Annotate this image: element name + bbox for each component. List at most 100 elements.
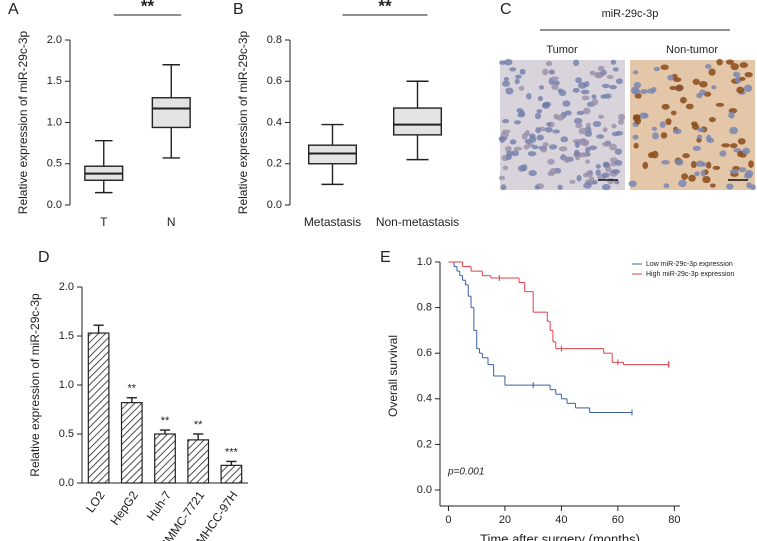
nucleus — [730, 63, 739, 71]
y-tick-label: 1.5 — [47, 75, 62, 87]
nucleus — [709, 183, 716, 188]
y-tick-label: 0.4 — [417, 393, 432, 405]
y-tick-label: 0.5 — [59, 428, 74, 440]
nucleus — [611, 123, 617, 129]
x-axis-label: Time after surgery (months) — [480, 531, 640, 541]
y-tick-label: 0.6 — [267, 75, 282, 87]
nucleus — [611, 131, 620, 137]
nucleus — [516, 108, 524, 113]
nucleus — [536, 109, 543, 114]
nucleus — [661, 103, 670, 110]
nucleus — [505, 145, 512, 153]
nucleus — [680, 96, 687, 104]
nucleus — [540, 147, 547, 153]
bar — [154, 433, 176, 484]
nucleus — [580, 89, 590, 95]
y-tick-label: 2.0 — [59, 281, 74, 293]
nucleus — [708, 116, 716, 123]
nucleus — [661, 160, 670, 165]
nucleus — [660, 132, 668, 139]
nucleus — [614, 180, 620, 185]
nucleus — [726, 183, 734, 190]
y-tick-label: 0.0 — [59, 477, 74, 489]
x-tick-label: 20 — [499, 514, 511, 526]
nucleus — [729, 169, 739, 175]
nucleus — [511, 150, 519, 157]
nucleus — [650, 86, 657, 93]
panel-label: A — [8, 1, 19, 18]
nucleus — [581, 95, 590, 101]
nucleus — [598, 114, 604, 119]
x-tick-label: 60 — [612, 514, 624, 526]
nucleus — [692, 78, 700, 85]
nucleus — [633, 87, 641, 95]
nucleus — [562, 100, 571, 107]
nucleus — [509, 67, 517, 72]
nucleus — [541, 102, 548, 109]
nucleus — [704, 64, 712, 69]
nucleus — [501, 129, 511, 134]
nucleus — [732, 71, 741, 78]
nucleus — [633, 81, 642, 89]
nucleus — [721, 143, 731, 148]
significance: ** — [194, 419, 203, 431]
y-tick-label: 1.0 — [47, 116, 62, 128]
nucleus — [719, 150, 727, 157]
nucleus — [572, 59, 580, 66]
nucleus — [572, 87, 580, 93]
nucleus — [513, 146, 523, 151]
nucleus — [531, 145, 539, 150]
nucleus — [591, 94, 597, 100]
nucleus — [563, 156, 570, 164]
y-tick-label: 0.5 — [47, 158, 62, 170]
x-tick-label: HepG2 — [108, 488, 141, 527]
nucleus — [551, 84, 559, 91]
nucleus — [746, 182, 752, 189]
nucleus — [578, 127, 587, 135]
nucleus — [607, 177, 615, 185]
nucleus — [534, 185, 540, 190]
nucleus — [549, 168, 558, 175]
nucleus — [588, 145, 598, 151]
nucleus — [556, 114, 565, 121]
box — [151, 97, 191, 129]
nucleus — [642, 161, 649, 170]
nucleus — [542, 142, 549, 147]
nucleus — [560, 136, 569, 143]
nucleus — [574, 117, 583, 125]
nucleus — [557, 184, 563, 190]
nucleus — [643, 113, 649, 118]
nucleus — [534, 112, 542, 120]
nucleus — [601, 141, 611, 147]
y-axis-label: Overall survival — [386, 335, 400, 417]
nucleus — [651, 126, 658, 131]
nucleus — [514, 78, 520, 85]
nucleus — [591, 98, 599, 106]
y-axis-label: Relative expression of miR-29c-3p — [28, 293, 42, 477]
nucleus — [615, 78, 623, 85]
nucleus — [606, 74, 614, 79]
nucleus — [578, 152, 587, 158]
box — [393, 107, 443, 136]
nucleus — [696, 134, 703, 140]
nucleus — [521, 132, 528, 140]
y-tick-label: 0.6 — [417, 347, 432, 359]
x-tick-label: T — [100, 215, 108, 229]
y-tick-label: 1.0 — [417, 256, 432, 268]
nucleus — [535, 127, 542, 134]
box — [308, 144, 358, 165]
nucleus — [692, 145, 701, 151]
nucleus — [729, 126, 739, 135]
nucleus — [536, 134, 544, 141]
nucleus — [682, 153, 690, 159]
nucleus — [519, 68, 526, 75]
nucleus — [700, 162, 707, 167]
nucleus — [651, 150, 659, 159]
bar — [220, 464, 243, 484]
nucleus — [738, 167, 747, 173]
nucleus — [515, 74, 522, 79]
nucleus — [634, 116, 642, 125]
nucleus — [580, 138, 587, 145]
nucleus — [737, 138, 746, 145]
nucleus — [725, 59, 734, 65]
